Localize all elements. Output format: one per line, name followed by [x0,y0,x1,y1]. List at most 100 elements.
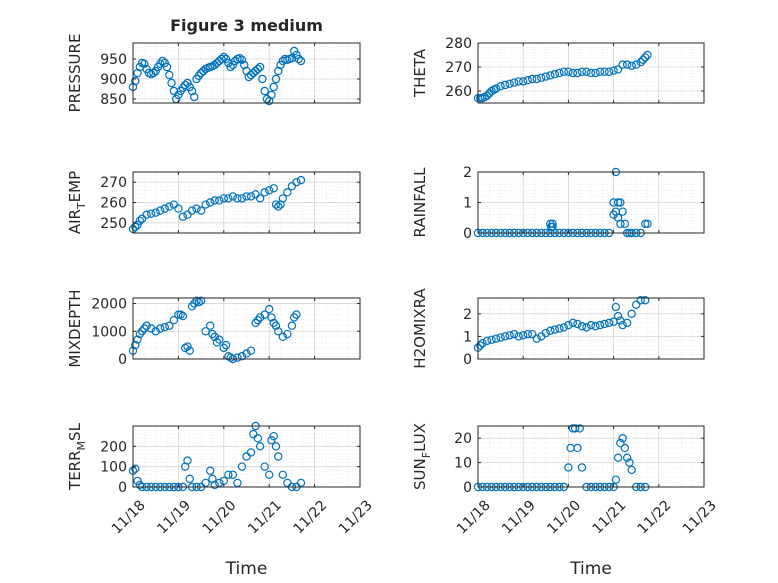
data-point [632,60,641,69]
data-point [528,329,537,339]
data-point [196,206,206,215]
data-point [260,462,269,471]
data-point [174,310,183,319]
x-tick-label: 11/20 [200,497,240,537]
y-axis-label: SUNFLUX [411,423,433,490]
data-point [595,320,605,330]
y-axis-label: MIXDEPTH [66,289,84,367]
x-tick-label: 11/21 [245,497,285,537]
y-tick-label: 1 [463,329,472,345]
data-point [622,318,632,328]
data-point [133,335,142,344]
data-point [555,68,564,78]
data-point [226,62,235,72]
data-point [613,311,623,321]
x-tick-label: 11/19 [499,497,539,537]
y-tick-label: 850 [100,92,127,108]
data-point [271,200,281,209]
data-point [253,315,263,325]
data-point [183,456,192,465]
data-point [237,194,247,203]
data-point [246,346,256,355]
data-point [292,50,301,60]
data-point [215,196,224,205]
data-point [550,325,560,334]
data-point [131,464,140,473]
subplot-airtemp: 250 260 270 AIRTEMP [66,171,361,234]
x-tick-label: 11/23 [336,497,376,537]
data-point [210,480,219,490]
data-point [233,353,242,362]
data-point [577,463,587,472]
data-point [160,204,169,213]
data-point [625,458,634,467]
data-point [641,296,650,305]
data-point [564,320,573,330]
data-point [228,470,238,479]
data-point [228,60,238,70]
data-point [500,80,510,90]
data-point [194,297,204,307]
data-point [271,321,281,330]
y-tick-label: 950 [100,52,127,68]
data-point [564,463,573,472]
data-point [287,321,297,330]
data-point [165,202,174,211]
data-point [237,352,247,361]
data-point [156,206,165,215]
y-tick-label: 270 [445,60,472,76]
data-point [185,474,194,484]
data-point [613,198,623,207]
data-point [255,442,265,451]
data-point [604,67,614,77]
data-point [205,466,215,475]
data-point [575,424,584,433]
data-point [142,210,151,219]
data-point [555,324,564,333]
y-tick-label: 900 [100,72,127,88]
data-point [568,68,578,78]
data-point [135,216,145,225]
data-point [618,320,627,330]
data-point [192,204,201,213]
data-point [274,202,283,211]
data-point [478,338,487,348]
data-point [201,200,210,209]
y-tick-label: 2000 [91,297,127,313]
data-point [224,194,233,203]
data-point [215,335,224,344]
data-point [482,91,492,101]
y-tick-label: 100 [100,460,127,476]
y-axis-label: THETA [411,48,429,98]
data-point [491,334,501,343]
data-point [156,324,165,333]
data-point [613,65,623,74]
x-tick-label: 11/18 [109,497,149,537]
data-point [246,192,256,201]
y-tick-label: 250 [100,216,127,232]
data-point [255,313,265,322]
axes-border [132,297,361,360]
data-point [242,192,251,201]
data-point [627,465,636,475]
data-point [260,188,269,197]
data-point [620,219,630,229]
x-tick-label: 11/18 [454,497,494,537]
y-tick-label: 0 [118,352,127,368]
data-point [133,220,142,230]
data-point [267,436,276,445]
data-point [532,334,541,343]
data-point [582,67,591,77]
data-point [482,336,492,346]
data-point [156,59,165,69]
data-point [233,194,242,203]
data-point [221,54,231,64]
data-point [137,327,147,336]
data-point [586,68,596,78]
data-point [174,90,183,100]
data-point [296,56,306,66]
data-point [190,92,199,102]
data-point [537,73,546,83]
data-point [570,424,580,433]
